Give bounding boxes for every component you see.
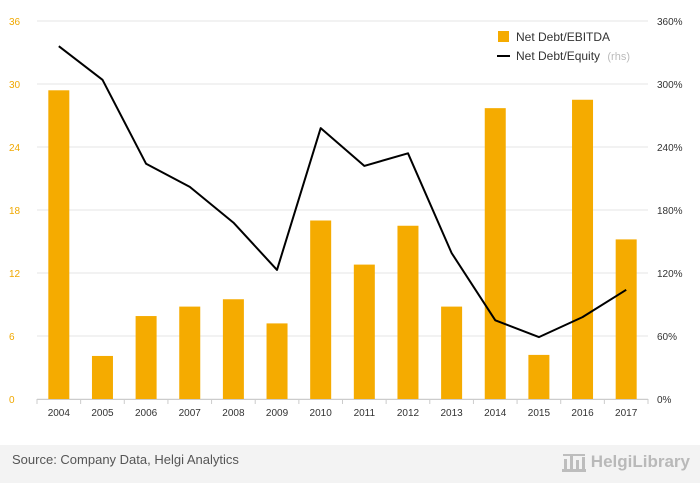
- bar-2005: [91, 355, 113, 399]
- legend-line-label: Net Debt/Equity: [516, 49, 600, 63]
- y-left-tick-label: 18: [9, 206, 21, 217]
- x-tick-label: 2011: [354, 408, 376, 419]
- legend: Net Debt/EBITDA Net Debt/Equity (rhs): [497, 30, 630, 63]
- y-left-tick-label: 12: [9, 269, 21, 280]
- x-tick-label: 2009: [266, 408, 289, 419]
- legend-bar-swatch: [498, 31, 509, 42]
- legend-line-entry: Net Debt/Equity (rhs): [516, 49, 630, 63]
- line-series: [58, 45, 627, 339]
- x-tick-label: 2004: [48, 408, 71, 419]
- bar-2015: [528, 354, 550, 399]
- bar-2012: [397, 225, 419, 399]
- y-left-tick-label: 24: [9, 143, 21, 154]
- x-tick-label: 2013: [440, 408, 463, 419]
- x-tick-label: 2005: [91, 408, 114, 419]
- source-text: Source: Company Data, Helgi Analytics: [12, 452, 239, 467]
- y-right-tick-label: 180%: [657, 206, 683, 217]
- y-right-tick-label: 0%: [657, 395, 672, 406]
- logo-text: HelgiLibrary: [590, 452, 690, 471]
- bar-2009: [266, 323, 288, 399]
- y-right-tick-label: 240%: [657, 143, 683, 154]
- helgi-library-logo[interactable]: HelgiLibrary: [561, 449, 690, 475]
- bar-2013: [441, 306, 463, 399]
- bar-2010: [310, 220, 332, 399]
- y-right-tick-label: 60%: [657, 332, 677, 343]
- x-tick-label: 2006: [135, 408, 158, 419]
- x-axis: 2004 2005 2006 2007 2008 2009 2010 2011 2012 2013…: [36, 399, 649, 419]
- x-tick-label: 2015: [528, 408, 551, 419]
- y-axis-left: 0 6 12 18 24 30 36: [9, 17, 21, 406]
- chart: 0 6 12 18 24 30 36 0% 60% 120% 180% 240% 300% 360% 2…: [9, 17, 683, 419]
- bar-2006: [135, 316, 157, 399]
- x-tick-label: 2010: [310, 408, 333, 419]
- y-left-tick-label: 6: [9, 332, 15, 343]
- x-tick-label: 2014: [484, 408, 507, 419]
- y-left-tick-label: 0: [9, 395, 15, 406]
- bar-2007: [179, 306, 201, 399]
- y-right-tick-label: 120%: [657, 269, 683, 280]
- y-right-tick-label: 360%: [657, 17, 683, 28]
- library-building-icon: [561, 454, 586, 472]
- bar-2017: [615, 239, 637, 399]
- x-tick-label: 2017: [615, 408, 638, 419]
- bar-2004: [48, 90, 70, 400]
- y-left-tick-label: 30: [9, 80, 21, 91]
- bar-2011: [353, 264, 375, 399]
- bar-2014: [484, 108, 506, 400]
- y-right-tick-label: 300%: [657, 80, 683, 91]
- bar-2008: [222, 299, 244, 399]
- x-tick-label: 2016: [571, 408, 594, 419]
- y-axis-right: 0% 60% 120% 180% 240% 300% 360%: [657, 17, 683, 406]
- gridlines: [37, 20, 648, 400]
- bars: [48, 90, 637, 400]
- bar-2016: [572, 99, 594, 399]
- x-tick-label: 2008: [222, 408, 245, 419]
- x-tick-label: 2012: [397, 408, 420, 419]
- y-left-tick-label: 36: [9, 17, 21, 28]
- line-net-debt-equity: [58, 45, 627, 339]
- footer: Source: Company Data, Helgi Analytics He…: [0, 445, 700, 483]
- legend-bar-label: Net Debt/EBITDA: [516, 30, 610, 44]
- legend-line-suffix: (rhs): [607, 51, 630, 63]
- x-tick-label: 2007: [179, 408, 202, 419]
